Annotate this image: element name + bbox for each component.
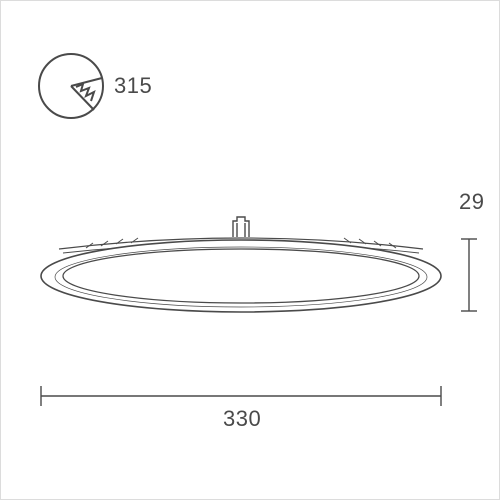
height-label: 29 (459, 189, 484, 215)
mounting-clip (233, 217, 249, 237)
outer-diameter-label: 330 (223, 406, 261, 432)
height-dimension (453, 221, 493, 341)
diagram-frame: 315 330 (0, 0, 500, 500)
